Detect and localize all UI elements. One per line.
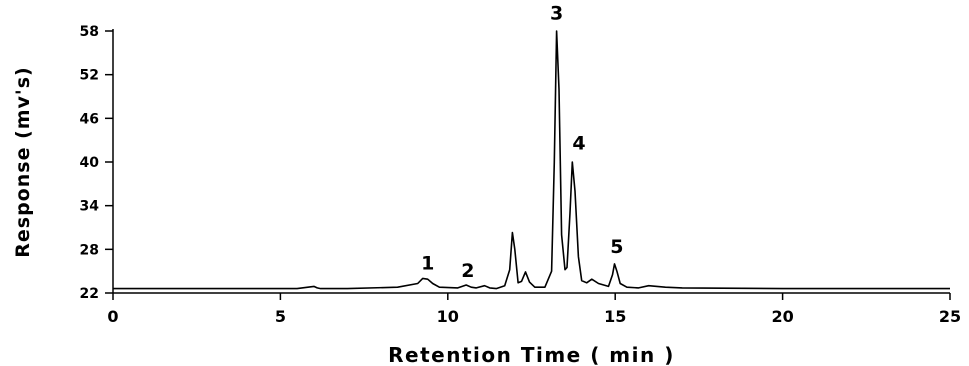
y-tick-label: 40 — [80, 155, 100, 171]
y-tick-label: 34 — [80, 199, 100, 215]
peak-labels: 1 2 3 4 5 — [421, 2, 623, 282]
y-tick-label: 22 — [80, 286, 99, 302]
x-tick-label: 0 — [107, 307, 118, 326]
peak-label-2: 2 — [461, 260, 474, 282]
x-axis: 0 5 10 15 20 25 — [107, 292, 961, 326]
peak-label-1: 1 — [421, 253, 434, 275]
x-tick-label: 15 — [604, 307, 626, 326]
y-axis: 22 28 34 40 46 52 58 — [80, 24, 114, 302]
x-tick-label: 25 — [939, 307, 961, 326]
y-tick-label: 46 — [80, 111, 99, 127]
peak-label-3: 3 — [550, 2, 563, 24]
y-tick-label: 58 — [80, 24, 99, 40]
peak-label-4: 4 — [572, 133, 585, 155]
x-tick-label: 20 — [771, 307, 793, 326]
x-axis-title: Retention Time ( min ) — [388, 343, 675, 366]
x-tick-label: 10 — [437, 307, 459, 326]
peak-label-5: 5 — [610, 236, 623, 258]
x-tick-label: 5 — [275, 307, 286, 326]
y-axis-title: Response (mv's) — [12, 66, 34, 258]
y-tick-label: 52 — [80, 68, 99, 84]
chromatogram-trace — [113, 30, 950, 290]
y-tick-label: 28 — [80, 242, 99, 258]
